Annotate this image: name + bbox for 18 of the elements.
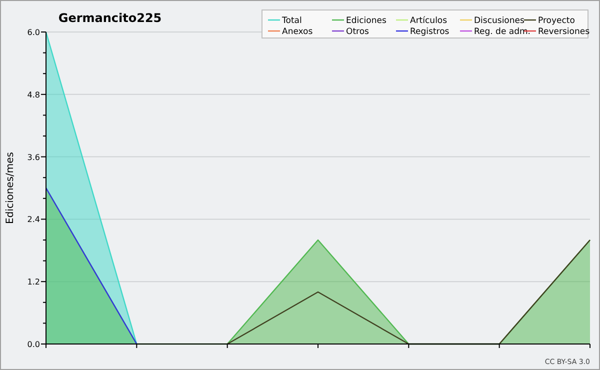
legend-label: Otros (346, 27, 370, 37)
legend-label: Reg. de adm. (474, 27, 530, 37)
legend-label: Artículos (410, 16, 448, 26)
y-axis-title: Ediciones/mes (5, 152, 16, 224)
y-tick-label: 3.6 (27, 152, 40, 162)
y-tick-label: 6.0 (27, 28, 40, 37)
legend-label: Total (281, 16, 302, 26)
y-tick-label: 1.2 (27, 278, 40, 287)
legend-label: Reversiones (538, 27, 590, 37)
legend-label: Discusiones (474, 16, 526, 26)
legend-label: Anexos (282, 27, 314, 37)
legend-label: Registros (410, 27, 450, 37)
y-tick-label: 2.4 (27, 215, 40, 224)
y-tick-label: 0.0 (27, 340, 40, 349)
y-tick-label: 4.8 (27, 90, 40, 100)
legend-label: Ediciones (346, 16, 387, 26)
legend-label: Proyecto (538, 16, 575, 26)
chart-title: Germancito225 (58, 11, 162, 25)
